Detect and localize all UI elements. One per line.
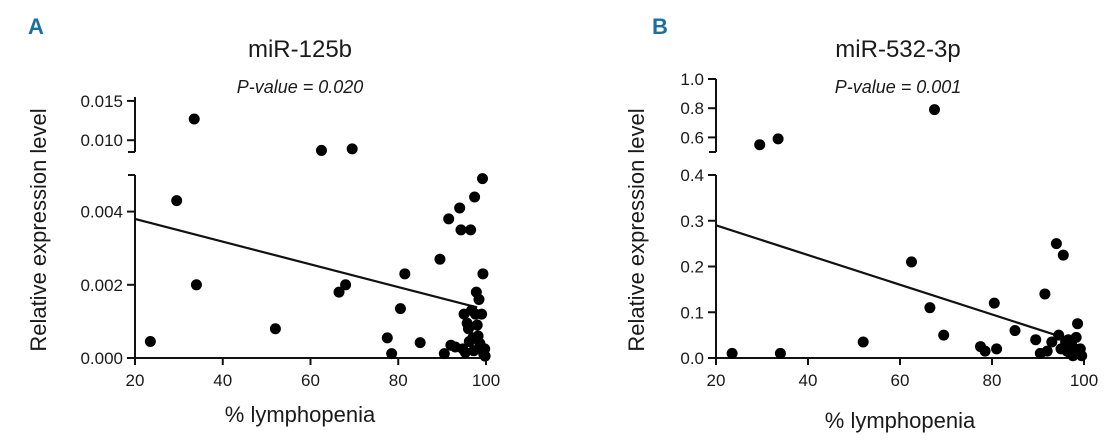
data-point-a [469,191,481,203]
x-tick-label-b: 40 [799,371,818,390]
y-tick-label-b: 1.0 [680,70,704,89]
data-point-b [1030,334,1042,346]
data-point-a [171,195,183,207]
regression-line-b [715,224,1071,341]
data-point-a [340,279,352,291]
y-tick-label-a: 0.004 [80,203,123,222]
data-point-b [979,345,991,357]
data-point-a [473,293,485,305]
data-point-a [438,348,450,360]
data-point-a [455,224,467,236]
x-tick-label-b: 20 [707,371,726,390]
y-tick-label-b: 0.4 [680,166,704,185]
y-tick-label-a: 0.000 [80,349,123,368]
data-point-b [1046,336,1058,348]
data-point-b [1053,329,1065,341]
x-tick-label-b: 60 [891,371,910,390]
panel-label-b: B [652,14,668,39]
data-points-b [726,104,1088,362]
data-point-a [462,323,474,335]
y-tick-label-a: 0.002 [80,276,123,295]
panel-label-a: A [28,14,44,39]
x-tick-label-b: 80 [983,371,1002,390]
chart-title-a: miR-125b [248,36,352,63]
data-point-a [477,268,489,280]
data-point-a [454,202,466,214]
data-point-b [857,336,869,348]
regression-line-a [134,217,478,309]
data-point-a [471,319,483,331]
data-point-a [443,213,455,225]
x-axis-label-b: % lymphopenia [825,408,976,433]
data-point-a [414,337,426,349]
p-value-annotation-b: P-value = 0.001 [835,77,962,97]
data-points-a [144,113,491,362]
data-point-b [1041,345,1053,357]
data-point-a [465,224,477,236]
data-point-b [1072,318,1084,330]
y-axis-label-a: Relative expression level [26,108,51,351]
panel-b: B miR-532-3p P-value = 0.001 Relative ex… [624,14,1098,433]
data-point-a [479,350,491,362]
y-tick-label-a: 0.015 [80,92,123,111]
chart-title-b: miR-532-3p [835,36,960,63]
data-point-b [774,347,786,359]
y-tick-label-b: 0.8 [680,99,704,118]
x-tick-label-a: 20 [126,371,145,390]
data-point-b [938,329,950,341]
data-point-b [1039,288,1051,300]
panel-a: A miR-125b P-value = 0.020 Relative expr… [26,14,500,427]
data-point-a [333,286,345,298]
data-point-b [772,133,784,145]
data-point-a [476,308,488,320]
data-point-a [269,323,281,335]
data-point-b [929,104,940,116]
data-point-a [144,336,156,348]
p-value-annotation-a: P-value = 0.020 [237,77,364,97]
y-axis-label-b: Relative expression level [624,108,649,351]
data-point-b [1050,238,1062,250]
data-point-a [381,332,393,344]
data-point-a [476,173,488,185]
trend-line-b [715,224,1071,341]
data-point-b [1076,350,1088,362]
data-point-b [754,139,766,151]
data-point-a [346,143,358,155]
data-point-b [1057,249,1069,261]
data-point-a [386,348,398,360]
x-tick-label-a: 60 [301,371,320,390]
data-point-b [906,256,917,268]
trend-line-a [134,217,478,309]
y-tick-label-b: 0.1 [680,303,704,322]
data-point-a [315,144,327,156]
x-tick-label-b: 100 [1070,371,1098,390]
x-tick-label-a: 80 [389,371,408,390]
x-tick-label-a: 40 [213,371,232,390]
data-point-a [188,113,200,125]
data-point-b [991,343,1003,355]
x-axis-label-a: % lymphopenia [225,402,376,427]
y-tick-label-b: 0.0 [680,349,704,368]
data-point-b [1070,331,1082,343]
data-point-a [434,253,446,265]
data-point-b [1009,325,1021,337]
y-tick-label-b: 0.3 [680,212,704,231]
y-tick-label-a: 0.010 [80,131,123,150]
data-point-a [190,279,202,291]
y-tick-label-b: 0.2 [680,258,704,277]
x-tick-label-a: 100 [472,371,500,390]
y-tick-label-b: 0.6 [680,128,704,147]
data-point-b [924,302,936,314]
axes-b: 20 40 60 80 100 0.0 0.1 0.2 0.3 0.4 0.6 0.8 1.0 [680,70,1098,390]
data-point-a [459,347,471,359]
data-point-b [726,347,738,359]
data-point-a [399,268,411,280]
data-point-b [988,297,1000,309]
axes-a: 20 40 60 80 100 0.000 0.002 0.004 0.010 0.015 [80,92,500,390]
data-point-a [394,303,406,315]
